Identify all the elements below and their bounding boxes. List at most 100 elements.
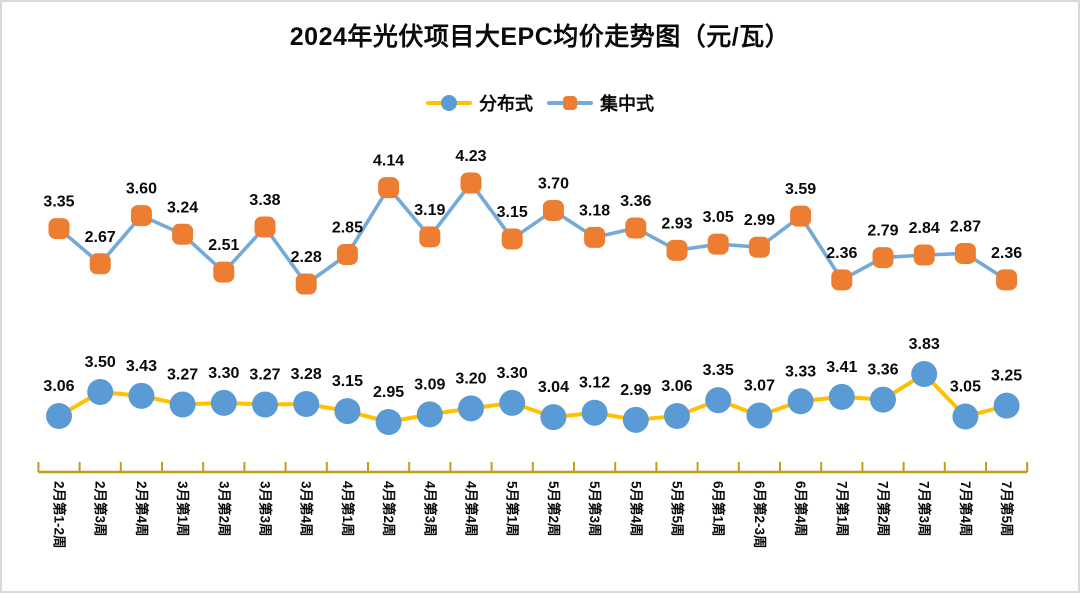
- x-axis-label: 2月第3周: [93, 481, 109, 537]
- marker-centralized: [501, 228, 523, 250]
- marker-centralized: [336, 243, 358, 265]
- marker-distributed: [210, 389, 237, 416]
- rounded-square-marker-icon: [563, 96, 577, 110]
- x-axis-label: 7月第1周: [834, 481, 850, 537]
- marker-centralized: [790, 205, 812, 227]
- marker-centralized: [89, 253, 111, 275]
- x-axis-label: 7月第4周: [958, 481, 974, 537]
- marker-centralized: [419, 226, 441, 248]
- data-label-centralized: 4.14: [373, 153, 404, 170]
- legend-item-distributed: 分布式: [426, 90, 533, 116]
- marker-distributed: [87, 379, 114, 405]
- data-label-distributed: 2.95: [373, 384, 404, 401]
- data-label-distributed: 3.12: [579, 375, 610, 392]
- marker-distributed: [252, 391, 278, 418]
- data-label-centralized: 3.24: [167, 199, 198, 216]
- marker-centralized: [460, 172, 482, 194]
- data-label-distributed: 3.20: [455, 370, 486, 387]
- marker-centralized: [295, 273, 317, 295]
- marker-distributed: [46, 403, 72, 429]
- x-axis-label: 4月第4周: [464, 481, 480, 537]
- marker-centralized: [872, 247, 894, 269]
- data-label-distributed: 3.43: [126, 358, 157, 375]
- marker-centralized: [584, 226, 606, 248]
- x-axis-label: 3月第3周: [258, 481, 274, 537]
- data-label-distributed: 3.36: [867, 362, 898, 379]
- marker-centralized: [378, 177, 400, 199]
- x-axis-label: 4月第3周: [422, 481, 438, 537]
- data-label-distributed: 3.41: [826, 359, 857, 376]
- data-label-distributed: 3.05: [950, 379, 981, 396]
- marker-distributed: [993, 392, 1020, 419]
- data-label-distributed: 3.33: [785, 363, 816, 380]
- marker-centralized: [130, 205, 152, 227]
- marker-distributed: [705, 387, 732, 414]
- x-axis-label: 7月第3周: [917, 481, 933, 537]
- x-axis-label: 4月第1周: [340, 481, 356, 537]
- x-axis-label: 5月第1周: [505, 481, 521, 537]
- data-label-centralized: 2.84: [909, 220, 940, 237]
- data-label-distributed: 3.09: [414, 376, 445, 393]
- legend-circle-icon: [426, 94, 472, 112]
- legend: 分布式 集中式: [2, 90, 1078, 116]
- data-label-distributed: 3.30: [208, 365, 239, 382]
- data-label-centralized: 3.70: [538, 175, 569, 192]
- data-label-distributed: 3.50: [85, 354, 116, 371]
- data-label-distributed: 3.06: [661, 378, 692, 395]
- marker-centralized: [213, 261, 235, 283]
- chart-title: 2024年光伏项目大EPC均价走势图（元/瓦）: [289, 23, 791, 51]
- x-axis-label: 5月第4周: [628, 481, 644, 537]
- marker-distributed: [664, 403, 690, 429]
- data-label-centralized: 3.59: [785, 181, 816, 198]
- marker-centralized: [48, 218, 70, 240]
- x-axis-label: 3月第2周: [216, 481, 232, 537]
- legend-label: 集中式: [600, 94, 654, 114]
- x-axis-label: 6月第4周: [793, 481, 809, 537]
- data-label-distributed: 2.99: [620, 382, 651, 399]
- data-label-distributed: 3.04: [538, 379, 569, 396]
- data-label-centralized: 3.19: [414, 202, 445, 219]
- data-label-centralized: 3.15: [497, 204, 528, 221]
- data-label-centralized: 2.36: [826, 245, 857, 262]
- marker-centralized: [954, 242, 976, 264]
- x-axis-label: 7月第5周: [999, 481, 1015, 537]
- data-label-centralized: 2.79: [867, 223, 898, 240]
- data-label-centralized: 3.35: [43, 194, 74, 211]
- x-axis-label: 3月第4周: [299, 481, 315, 537]
- data-label-centralized: 2.99: [744, 212, 775, 229]
- data-label-distributed: 3.27: [249, 367, 280, 384]
- marker-centralized: [831, 269, 853, 291]
- x-axis-label: 2月第4周: [134, 481, 150, 537]
- x-axis-label: 7月第2周: [876, 481, 892, 537]
- data-label-distributed: 3.15: [332, 373, 363, 390]
- circle-marker-icon: [441, 95, 457, 111]
- marker-distributed: [499, 389, 526, 416]
- legend-rounded-square-icon: [547, 94, 593, 112]
- marker-distributed: [952, 403, 979, 430]
- marker-centralized: [625, 217, 647, 239]
- data-label-distributed: 3.27: [167, 367, 198, 384]
- x-axis-label: 2月第1-2周: [52, 481, 68, 549]
- marker-distributed: [458, 395, 484, 422]
- data-label-distributed: 3.06: [43, 378, 74, 395]
- data-label-centralized: 3.05: [703, 209, 734, 226]
- x-axis-label: 4月第2周: [381, 481, 397, 537]
- x-axis-label: 6月第1周: [711, 481, 727, 537]
- data-label-centralized: 2.87: [950, 218, 981, 235]
- data-label-centralized: 2.85: [332, 219, 363, 236]
- marker-centralized: [748, 236, 770, 258]
- marker-distributed: [169, 391, 196, 418]
- data-label-distributed: 3.30: [497, 365, 528, 382]
- marker-distributed: [128, 382, 155, 409]
- marker-distributed: [911, 361, 938, 387]
- data-label-distributed: 3.28: [291, 366, 322, 383]
- marker-distributed: [375, 409, 402, 435]
- marker-distributed: [334, 398, 361, 425]
- x-axis-label: 6月第2-3周: [752, 481, 768, 549]
- marker-distributed: [746, 402, 773, 429]
- series-line-centralized: [57, 181, 1009, 286]
- marker-distributed: [540, 404, 567, 431]
- marker-centralized: [913, 244, 935, 266]
- marker-distributed: [622, 406, 649, 433]
